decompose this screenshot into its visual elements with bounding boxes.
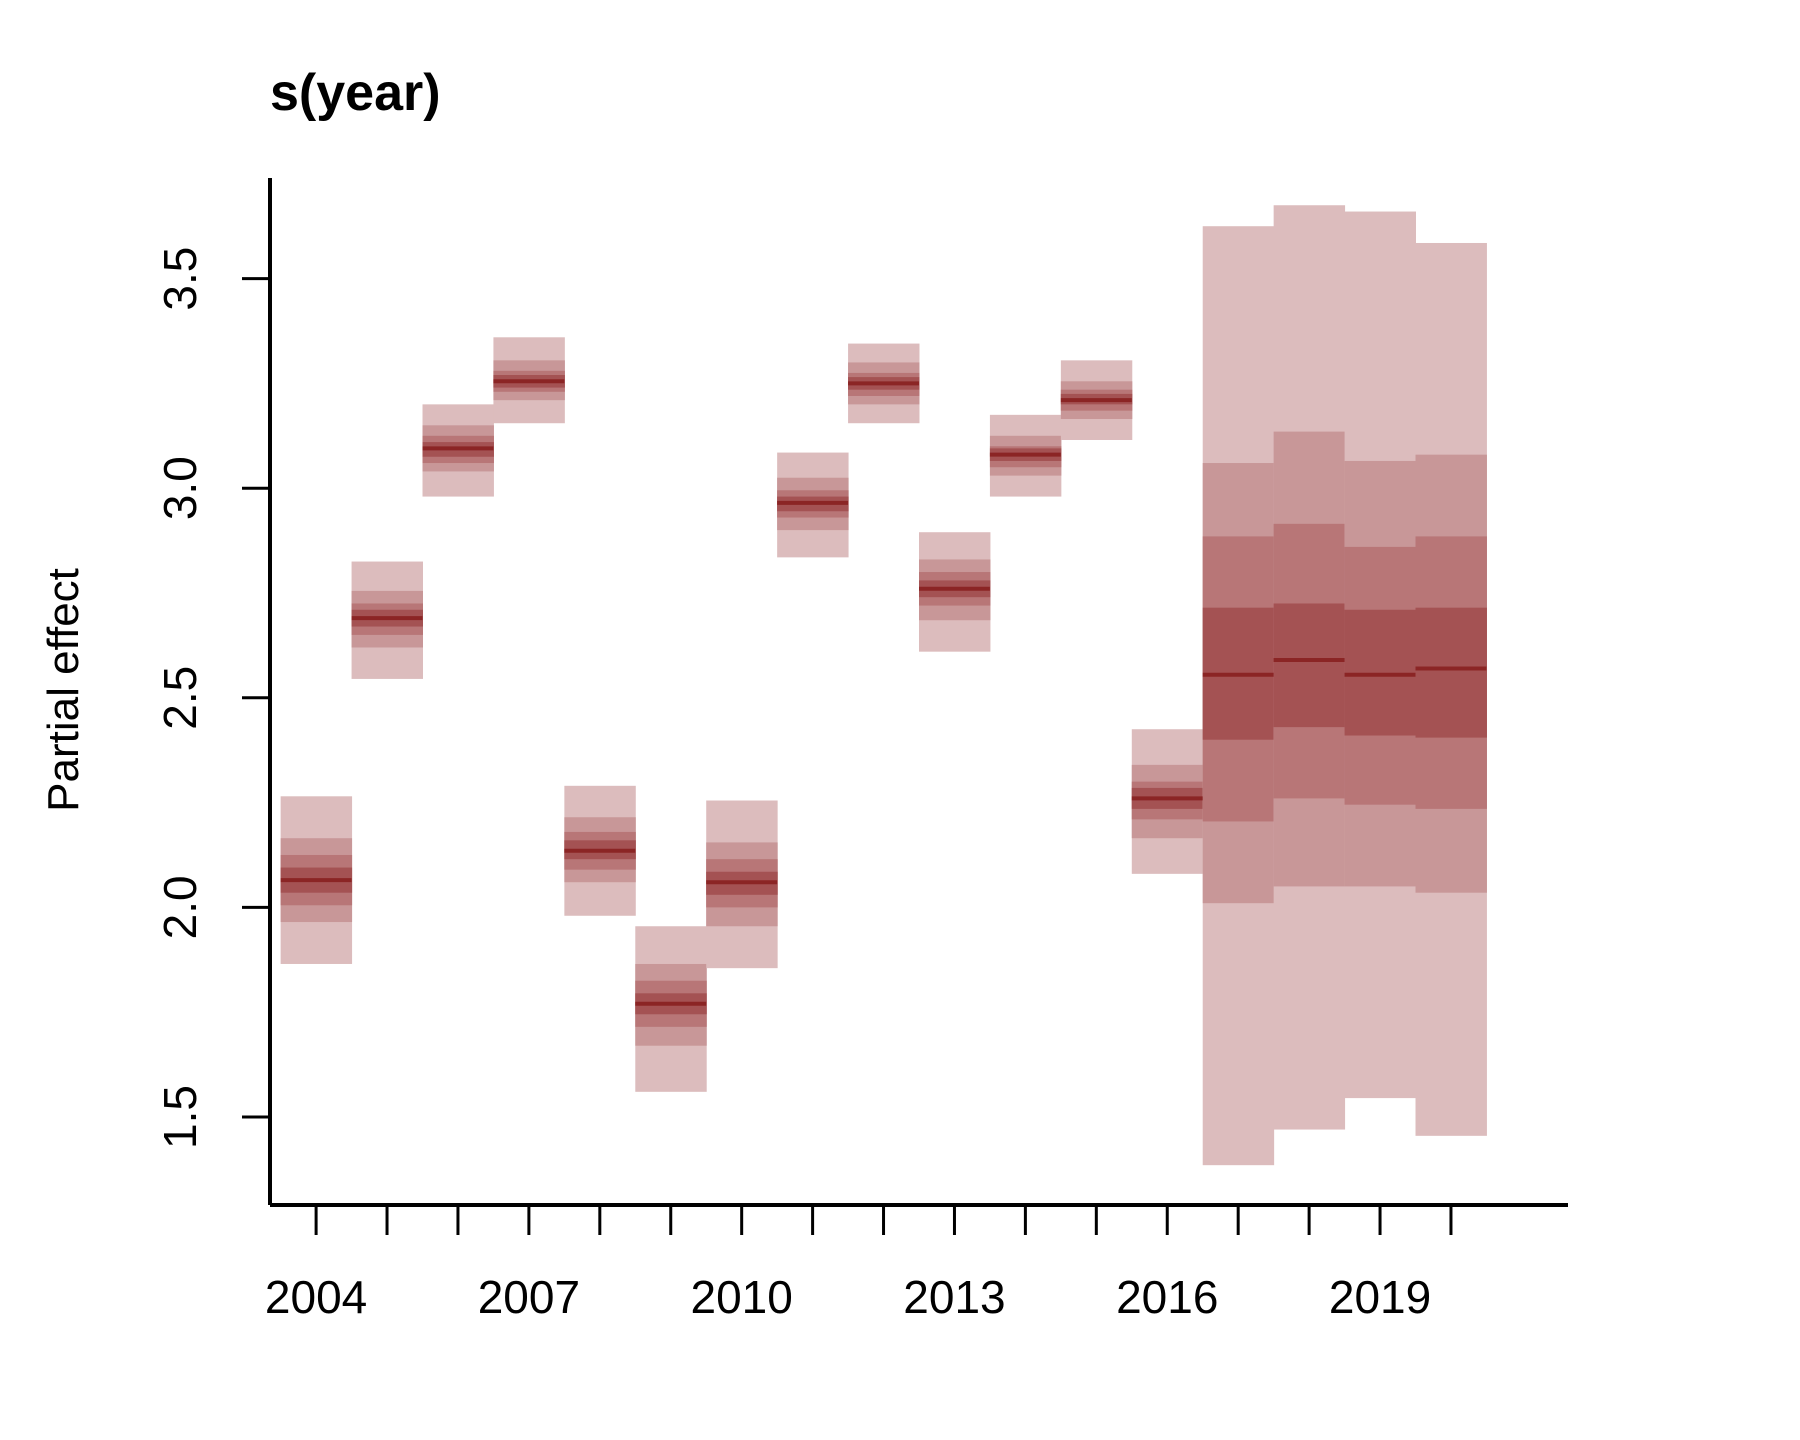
y-axis-label: Partial effect	[39, 568, 88, 812]
interval-band-2020-level-4	[1415, 607, 1487, 738]
x-tick-label-2010: 2010	[691, 1271, 793, 1323]
y-tick-label-2: 2.0	[154, 875, 206, 939]
interval-bands	[280, 205, 1487, 1166]
y-tick-label-2.5: 2.5	[154, 666, 206, 730]
mean-lines	[280, 379, 1487, 1006]
x-tick-label-2007: 2007	[478, 1271, 580, 1323]
x-tick-label-2013: 2013	[903, 1271, 1005, 1323]
x-tick-label-2016: 2016	[1116, 1271, 1218, 1323]
interval-band-2018-level-4	[1273, 603, 1346, 728]
y-tick-label-3: 3.0	[154, 456, 206, 520]
interval-band-2019-level-4	[1344, 609, 1417, 736]
x-tick-label-2019: 2019	[1329, 1271, 1431, 1323]
chart-title: s(year)	[270, 64, 441, 122]
y-tick-label-1.5: 1.5	[154, 1085, 206, 1149]
x-tick-label-2004: 2004	[265, 1271, 367, 1323]
y-tick-label-3.5: 3.5	[154, 247, 206, 311]
axes: 1.5 2.0 2.5 3.0 3.5 2004 2007 2010 2013 2016 2019	[154, 178, 1568, 1323]
